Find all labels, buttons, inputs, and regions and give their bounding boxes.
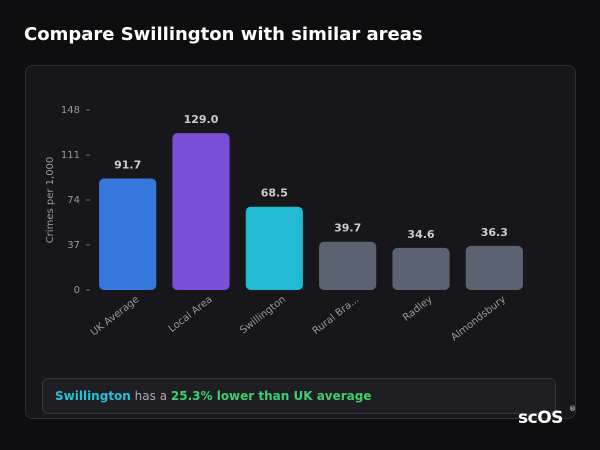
x-tick-label: Rural Bra... [311, 294, 362, 337]
logo: scOS [518, 408, 563, 428]
bar [245, 206, 303, 290]
bar [319, 241, 377, 290]
insight: Swillington has a 25.3% lower than UK av… [42, 378, 556, 414]
insight-area: Swillington [55, 389, 131, 403]
insight-text: has a [134, 389, 168, 403]
insight-comparison: 25.3% lower than UK average [170, 389, 372, 403]
y-axis-label: Crimes per 1,000 [45, 157, 56, 244]
bar [392, 247, 450, 290]
value-label: 39.7 [334, 222, 361, 235]
bar [465, 245, 523, 290]
bar [172, 133, 230, 290]
value-label: 68.5 [261, 187, 288, 200]
x-tick-label: Local Area [167, 294, 215, 335]
logo-mark: ® [569, 405, 576, 413]
y-tick-label: 37 [67, 240, 80, 251]
value-label: 129.0 [184, 113, 219, 126]
value-label: 36.3 [481, 226, 508, 239]
y-tick-label: 148 [61, 105, 80, 116]
y-tick-label: 111 [61, 150, 80, 161]
y-tick-label: 74 [67, 195, 80, 206]
x-tick-label: Swillington [238, 294, 288, 336]
x-tick-label: Radley [401, 294, 435, 324]
value-label: 34.6 [407, 228, 434, 241]
x-tick-label: Almondsbury [449, 294, 508, 343]
x-tick-label: UK Average [89, 294, 142, 338]
value-label: 91.7 [114, 158, 141, 171]
bar [99, 178, 157, 290]
page-title: Compare Swillington with similar areas [24, 24, 423, 45]
y-tick-label: 0 [74, 285, 80, 296]
